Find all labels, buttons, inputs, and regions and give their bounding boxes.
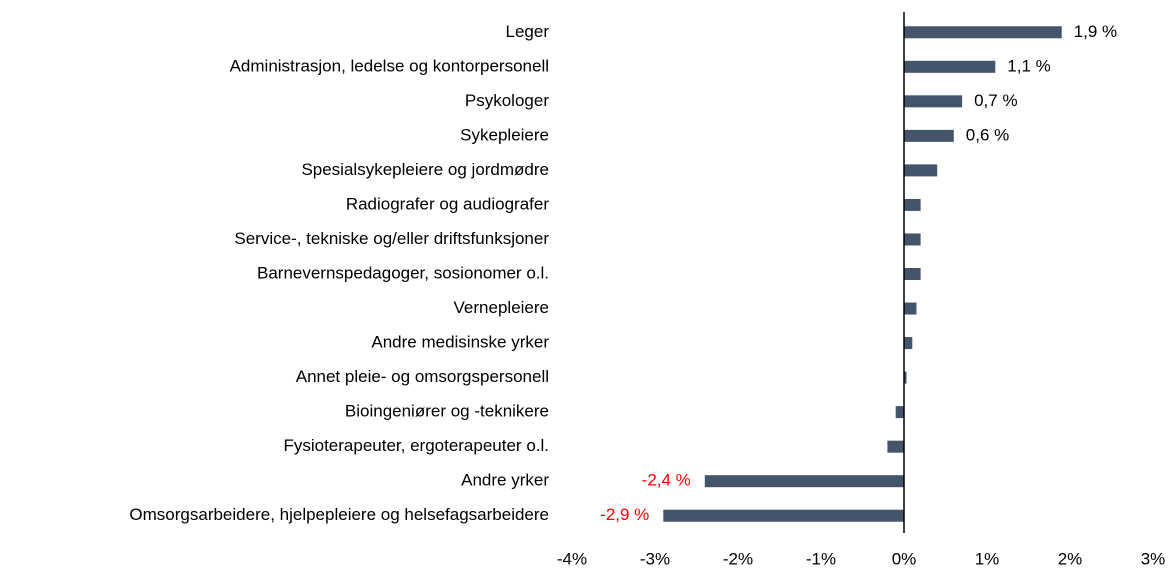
category-label: Fysioterapeuter, ergoterapeuter o.l. xyxy=(283,436,549,455)
category-label: Andre yrker xyxy=(461,471,549,490)
x-tick-label: -1% xyxy=(806,549,836,568)
bar xyxy=(895,406,904,419)
bar xyxy=(904,233,921,246)
category-label: Annet pleie- og omsorgspersonell xyxy=(296,367,549,386)
bar xyxy=(904,198,921,211)
category-label: Vernepleiere xyxy=(454,298,549,317)
bar xyxy=(904,129,954,142)
category-label: Spesialsykepleiere og jordmødre xyxy=(301,160,549,179)
x-tick-label: 3% xyxy=(1141,549,1166,568)
category-label: Administrasjon, ledelse og kontorpersone… xyxy=(230,56,549,75)
value-label: 1,1 % xyxy=(1007,56,1050,75)
bar xyxy=(904,95,963,108)
value-label: -2,9 % xyxy=(600,505,649,524)
x-tick-label: 0% xyxy=(892,549,917,568)
bar xyxy=(904,164,938,177)
category-label: Service-, tekniske og/eller driftsfunksj… xyxy=(234,229,549,248)
bar xyxy=(904,302,917,315)
bar xyxy=(904,26,1062,39)
bar xyxy=(904,337,913,350)
category-label: Radiografer og audiografer xyxy=(346,194,550,213)
category-label: Barnevernspedagoger, sosionomer o.l. xyxy=(257,263,549,282)
category-label: Sykepleiere xyxy=(460,125,549,144)
bar xyxy=(904,371,907,384)
x-tick-label: -4% xyxy=(557,549,587,568)
category-label: Leger xyxy=(506,22,550,41)
x-tick-label: -3% xyxy=(640,549,670,568)
x-tick-label: -2% xyxy=(723,549,753,568)
value-label: -2,4 % xyxy=(642,471,691,490)
value-label: 0,6 % xyxy=(966,125,1009,144)
value-label: 1,9 % xyxy=(1074,22,1117,41)
bar xyxy=(663,509,904,522)
value-label: 0,7 % xyxy=(974,91,1017,110)
category-label: Andre medisinske yrker xyxy=(371,333,549,352)
category-label: Omsorgsarbeidere, hjelpepleiere og helse… xyxy=(129,505,549,524)
x-tick-label: 2% xyxy=(1058,549,1083,568)
bar xyxy=(904,268,921,280)
bar xyxy=(887,440,904,453)
x-tick-label: 1% xyxy=(975,549,1000,568)
category-label: Bioingeniører og -teknikere xyxy=(345,402,549,421)
bar xyxy=(704,475,904,488)
bar xyxy=(904,60,996,73)
category-label: Psykologer xyxy=(465,91,549,110)
